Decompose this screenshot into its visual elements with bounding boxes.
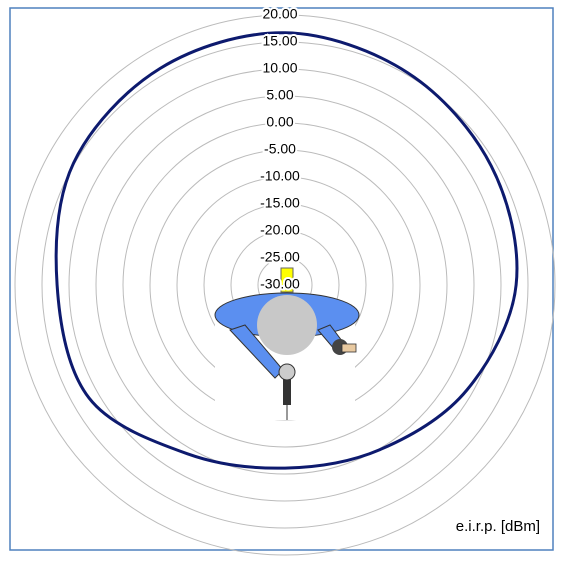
r-tick-label: 5.00 (266, 87, 293, 103)
grid-circle (122, 122, 448, 448)
tick-labels: 20.00 15.00 10.00 5.00 0.00 -5.00 -10.00 -15.00… (258, 4, 302, 294)
r-tick-label: -5.00 (264, 141, 296, 157)
grid-circle (95, 95, 475, 475)
r-tick-label: -30.00 (260, 276, 300, 292)
r-tick-label: -15.00 (260, 195, 300, 211)
unit-label: e.i.r.p. [dBm] (456, 518, 540, 535)
person-figure (214, 267, 360, 420)
grid-circle (41, 41, 529, 529)
r-tick-label: 0.00 (266, 114, 293, 130)
r-tick-label: -25.00 (260, 249, 300, 265)
r-tick-label: 10.00 (262, 60, 297, 76)
r-tick-label: 20.00 (262, 6, 297, 22)
r-tick-label: -20.00 (260, 222, 300, 238)
pattern-line (54, 31, 519, 470)
marks (54, 31, 519, 470)
r-tick-label: -10.00 (260, 168, 300, 184)
grid-circle (68, 68, 502, 502)
grid-circle (14, 14, 556, 556)
r-tick-label: 15.00 (262, 33, 297, 49)
